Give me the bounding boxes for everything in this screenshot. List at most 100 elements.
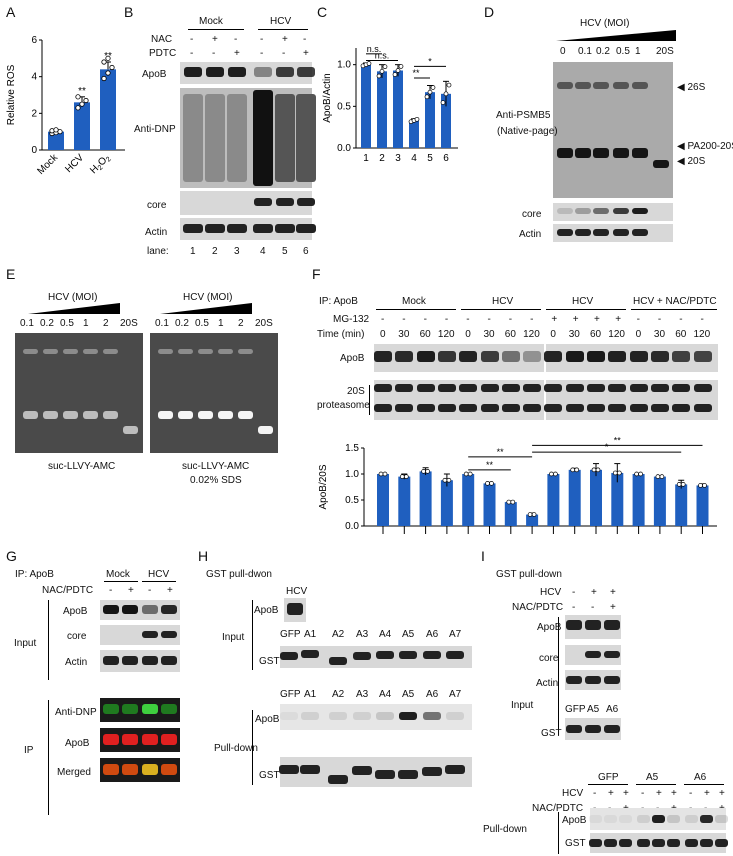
band-20s-lower: [693, 404, 712, 412]
band-apob: [672, 351, 691, 362]
band-20s-upper: [544, 384, 563, 392]
band-20s-upper: [395, 384, 414, 392]
data-point: [75, 105, 81, 111]
band-dnp: [275, 94, 295, 182]
band-20s-upper: [523, 384, 542, 392]
band-pd-gst: [700, 839, 713, 847]
moi-wedge-left: [28, 303, 120, 314]
lane-label: A7: [449, 629, 462, 640]
time-value: 30: [398, 329, 410, 340]
data-point: [83, 97, 89, 104]
g-input-label: Input: [14, 638, 37, 649]
bar: [398, 476, 411, 526]
lane-label: A6: [426, 629, 439, 640]
band-actin: [593, 229, 609, 236]
band-apob: [254, 67, 272, 77]
data-point: [638, 471, 643, 477]
g-ip-dnp: Anti-DNP: [55, 707, 97, 718]
band-26s: [632, 82, 648, 89]
mg-sign: -: [402, 314, 406, 325]
y-tick-label: 2: [31, 108, 37, 119]
band-20s-upper: [629, 384, 648, 392]
i-pd-treat-label: NAC/PDTC: [532, 803, 584, 814]
band-actin: [575, 229, 591, 236]
data-point: [659, 474, 665, 479]
pd-group-label: A6: [694, 772, 707, 783]
lane-label: 1: [635, 46, 641, 57]
band-actin: [103, 656, 119, 665]
pd-hcv-sign: +: [671, 788, 677, 799]
pd-hcv-sign: -: [689, 788, 693, 799]
band-pd-gst: [715, 839, 728, 847]
y-tick-label: 1.0: [345, 469, 359, 480]
band-apob: [374, 351, 392, 362]
band-gst-input: [399, 651, 417, 659]
band-core: [604, 651, 620, 658]
g-group-hcv: HCV: [148, 569, 170, 580]
panel-letter: I: [481, 548, 485, 564]
band-core: [142, 631, 158, 638]
f-group-1: Mock: [402, 296, 426, 307]
gel-band-20s: [123, 426, 138, 434]
significance-label: n.s.: [375, 51, 390, 61]
time-value: 0: [380, 329, 386, 340]
band-actin: [632, 229, 648, 236]
treat-sign: +: [282, 34, 288, 45]
data-point: [79, 101, 85, 107]
band-apob: [184, 67, 202, 77]
band-core: [593, 208, 609, 214]
gel-band-lower: [198, 411, 213, 419]
pd-hcv-sign: -: [593, 788, 597, 799]
lane-label: A1: [304, 689, 317, 700]
gel-band-upper: [23, 349, 38, 354]
band-pd-apob: [280, 712, 298, 720]
data-point: [382, 64, 388, 70]
blot-label-apob: ApoB: [142, 69, 167, 80]
band-apob: [480, 351, 499, 362]
band-20s-upper: [416, 384, 435, 392]
lane-label: 20S: [255, 318, 273, 329]
data-point: [634, 471, 639, 477]
band-pa200-20s: [613, 148, 629, 158]
treat-sign: -: [190, 48, 194, 59]
treat-sign: -: [303, 34, 307, 45]
f-group-2: HCV: [492, 296, 514, 307]
i-pd-apob: ApoB: [562, 815, 587, 826]
data-point: [446, 477, 452, 483]
hcv-sign: +: [610, 587, 616, 598]
time-value: 0: [635, 329, 642, 340]
band-apob: [523, 351, 542, 362]
panel-letter: A: [6, 4, 16, 20]
data-point: [366, 61, 372, 66]
time-value: 120: [523, 329, 540, 340]
time-value: 30: [653, 329, 666, 340]
h-pulldown-label: Pull-down: [214, 743, 258, 754]
band-gst-pd: [375, 770, 395, 779]
f-time-label: Time (min): [317, 329, 365, 340]
band-gst-pd: [445, 765, 465, 774]
lane-label: 0.1: [578, 46, 592, 57]
band-pd-apob: [399, 712, 417, 720]
band-apob: [142, 605, 158, 614]
band-dnp: [227, 94, 247, 182]
lane-label: GFP: [280, 689, 301, 700]
band-pd-apob: [376, 712, 394, 720]
data-point: [105, 55, 111, 61]
x-tick-label: Mock: [35, 152, 60, 177]
panel-letter: H: [198, 548, 209, 564]
mg-sign: -: [466, 314, 470, 325]
gel-band-upper: [63, 349, 78, 354]
band-pd-apob: [700, 815, 713, 823]
band-actin: [161, 656, 177, 665]
significance-label: *: [605, 442, 609, 452]
band-gst-input: [376, 651, 394, 659]
treat-sign: -: [190, 34, 194, 45]
mg-sign: -: [508, 314, 513, 325]
gel-band-upper: [103, 349, 118, 354]
band-pd-gst: [619, 839, 632, 847]
band-26s: [593, 82, 609, 89]
lane-number: 4: [260, 246, 266, 257]
band-dnp: [183, 94, 203, 182]
treat-sign: -: [572, 602, 576, 613]
band-20s-lower: [374, 404, 392, 412]
